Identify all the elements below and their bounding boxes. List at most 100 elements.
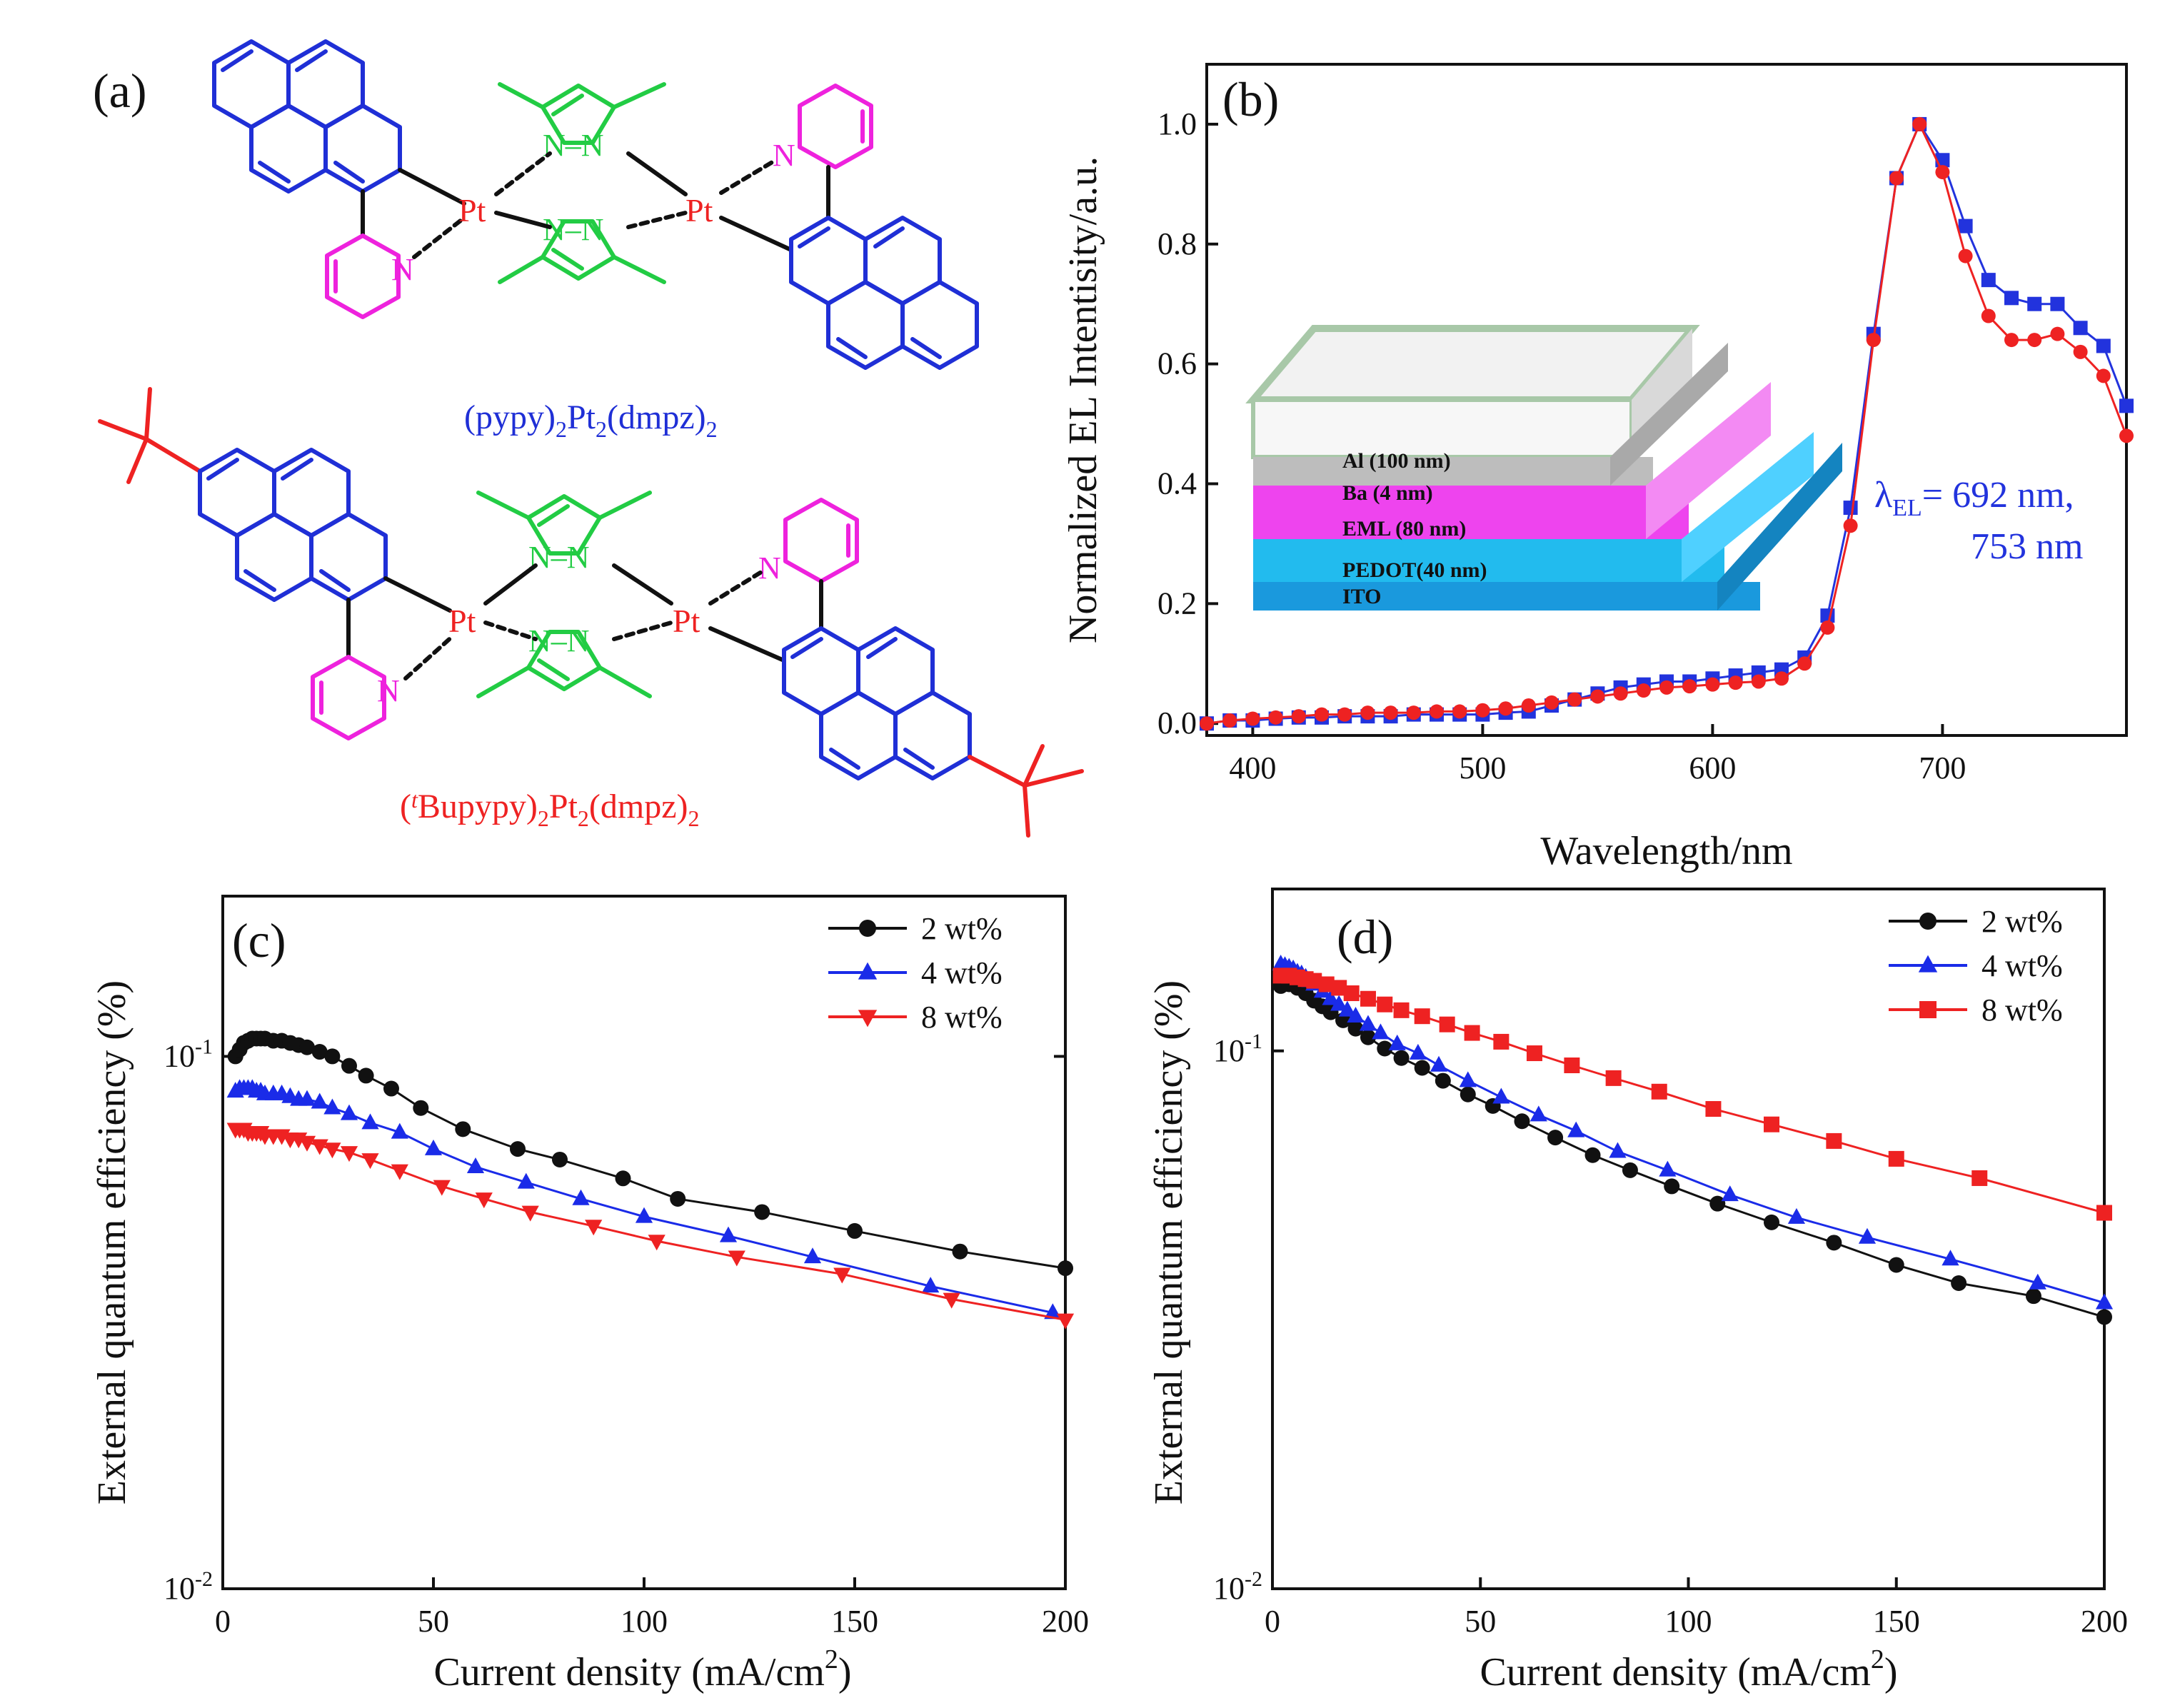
- data-point: [1406, 705, 1421, 720]
- data-point: [1981, 273, 1996, 288]
- top-molecule-name: (pypy)2Pt2(dmpz)2: [464, 398, 718, 442]
- data-point: [2096, 1309, 2112, 1325]
- data-point: [2095, 1293, 2114, 1310]
- top-right-pyridine: [798, 84, 873, 169]
- data-point: [1971, 1170, 1988, 1186]
- data-point: [1414, 1008, 1430, 1025]
- data-point: [311, 1092, 328, 1109]
- data-point: [1787, 1207, 1806, 1224]
- data-point: [833, 1267, 851, 1284]
- data-point: [1464, 1025, 1480, 1041]
- data-point: [1958, 248, 1973, 263]
- data-point: [1651, 1083, 1667, 1100]
- data-point: [383, 1080, 399, 1097]
- data-point: [1514, 1113, 1530, 1130]
- data-point: [1372, 1023, 1390, 1040]
- data-point: [311, 1044, 328, 1060]
- x-axis-label: Current density (mA/cm2): [433, 1644, 851, 1694]
- panel-a-structures: (a) N Pt: [93, 39, 1084, 838]
- data-point: [1058, 1260, 1073, 1277]
- data-point: [635, 1207, 653, 1223]
- top-left-pyrene: [212, 39, 402, 194]
- top-molecule: N Pt N–N N–N Pt: [212, 39, 979, 442]
- x-tick-label: 200: [1042, 1604, 1089, 1639]
- atom-pt-1: Pt: [458, 192, 486, 228]
- x-tick-label: 0: [215, 1604, 231, 1639]
- data-point: [510, 1141, 526, 1157]
- data-point: [1764, 1116, 1779, 1132]
- legend-marker: [1918, 955, 1938, 973]
- y-axis-label: External quantum efficiency (%): [90, 980, 134, 1504]
- data-point: [1460, 1086, 1476, 1102]
- data-point: [1430, 704, 1444, 719]
- data-point: [1338, 1000, 1356, 1017]
- data-point: [1439, 1016, 1455, 1033]
- data-point: [615, 1170, 631, 1187]
- data-point: [1567, 692, 1582, 707]
- data-point: [1377, 1040, 1393, 1057]
- data-point: [1866, 333, 1881, 348]
- top-left-pyridine: [325, 233, 401, 319]
- series-line-8 wt%: [235, 1127, 1066, 1321]
- data-point: [1564, 1057, 1580, 1073]
- data-point: [1935, 165, 1950, 180]
- legend-marker: [1919, 913, 1937, 930]
- data-point: [2029, 1273, 2046, 1290]
- data-point: [2027, 333, 2042, 348]
- panel-label-b: (b): [1222, 72, 1279, 126]
- legend-label: 2 wt%: [1981, 904, 2063, 939]
- bottom-pyrazoles: [476, 491, 652, 698]
- data-point: [2027, 296, 2042, 311]
- data-point: [1584, 1147, 1601, 1163]
- panel-d-eqe: (d) 0 50 100 150 200 10-2 10-1 2 wt% 4 wt% 8 wt%…: [1147, 888, 2128, 1694]
- data-point: [1306, 973, 1322, 989]
- data-point: [1347, 1020, 1364, 1037]
- data-point: [1347, 1006, 1365, 1023]
- atom-nn-bottom-1: N–N: [528, 540, 590, 575]
- legend-marker: [1919, 1001, 1937, 1018]
- atom-n: N: [758, 551, 781, 586]
- bottom-molecule: N Pt N–N N–N Pt N: [98, 387, 1084, 838]
- data-point: [552, 1151, 568, 1167]
- data-point: [1682, 679, 1697, 694]
- data-point: [1393, 1050, 1410, 1066]
- d-legend: 2 wt% 4 wt% 8 wt%: [1889, 904, 2063, 1028]
- data-point: [1452, 704, 1467, 719]
- data-point: [1498, 701, 1513, 716]
- x-tick-label: 100: [621, 1604, 668, 1639]
- layer-pedot: PEDOT(40 nm): [1342, 558, 1487, 582]
- legend-label: 8 wt%: [1981, 993, 2063, 1028]
- data-point: [1430, 1055, 1448, 1072]
- data-point: [1958, 218, 1973, 233]
- device-stack-inset: Al (100 nm) Ba (4 nm) EML (80 nm) PEDOT(…: [1245, 325, 1842, 611]
- x-tick-label: 200: [2081, 1604, 2128, 1639]
- legend-marker: [859, 920, 876, 937]
- data-point: [466, 1157, 485, 1174]
- data-point: [2119, 428, 2134, 443]
- y-tick-label: 10-1: [1213, 1030, 1262, 1068]
- data-point: [847, 1222, 863, 1239]
- data-point: [1521, 698, 1536, 713]
- bond: [398, 168, 466, 206]
- data-point: [952, 1243, 968, 1260]
- data-point: [299, 1039, 315, 1055]
- data-point: [1245, 711, 1260, 726]
- data-point: [1268, 710, 1283, 725]
- c-axes: 0 50 100 150 200 10-2 10-1: [164, 1035, 1089, 1639]
- legend-label: 8 wt%: [921, 1000, 1003, 1035]
- data-point: [754, 1204, 770, 1220]
- data-point: [1544, 695, 1559, 710]
- c-legend: 2 wt% 4 wt% 8 wt%: [828, 911, 1003, 1035]
- y-tick-label: 0.4: [1157, 466, 1197, 501]
- data-point: [1826, 1235, 1842, 1251]
- data-point: [1291, 709, 1306, 724]
- data-point: [1475, 703, 1490, 718]
- data-point: [1912, 116, 1927, 131]
- atom-pt-3: Pt: [448, 603, 476, 639]
- data-point: [1826, 1132, 1842, 1149]
- panel-c-eqe: (c) 0 50 100 150 200 10-2 10-1 2 wt% 4 wt% 8 wt%…: [90, 895, 1089, 1694]
- data-point: [1414, 1060, 1430, 1076]
- data-point: [803, 1247, 822, 1264]
- x-tick-label: 0: [1265, 1604, 1280, 1639]
- data-point: [1343, 985, 1360, 1001]
